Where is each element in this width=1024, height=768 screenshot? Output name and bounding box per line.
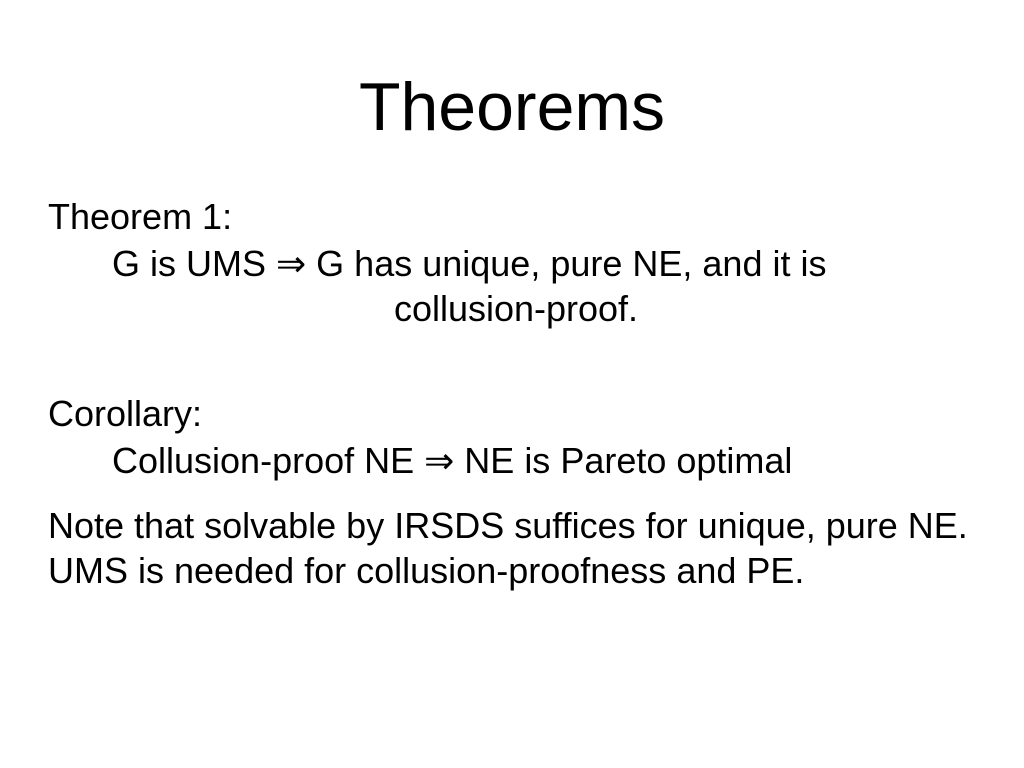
slide-title: Theorems [0, 68, 1024, 146]
note-text: Note that solvable by IRSDS suffices for… [48, 503, 984, 593]
theorem-line-2: collusion-proof. [48, 286, 984, 331]
theorem-block: Theorem 1: G is UMS ⇒ G has unique, pure… [48, 194, 984, 331]
theorem-label: Theorem 1: [48, 194, 984, 239]
corollary-line-1: Collusion-proof NE ⇒ NE is Pareto optima… [48, 438, 984, 483]
slide: Theorems Theorem 1: G is UMS ⇒ G has uni… [0, 68, 1024, 768]
corollary-block: Corollary: Collusion-proof NE ⇒ NE is Pa… [48, 391, 984, 483]
theorem-line-1: G is UMS ⇒ G has unique, pure NE, and it… [48, 241, 984, 286]
slide-body: Theorem 1: G is UMS ⇒ G has unique, pure… [0, 194, 1024, 593]
corollary-label: Corollary: [48, 391, 984, 436]
